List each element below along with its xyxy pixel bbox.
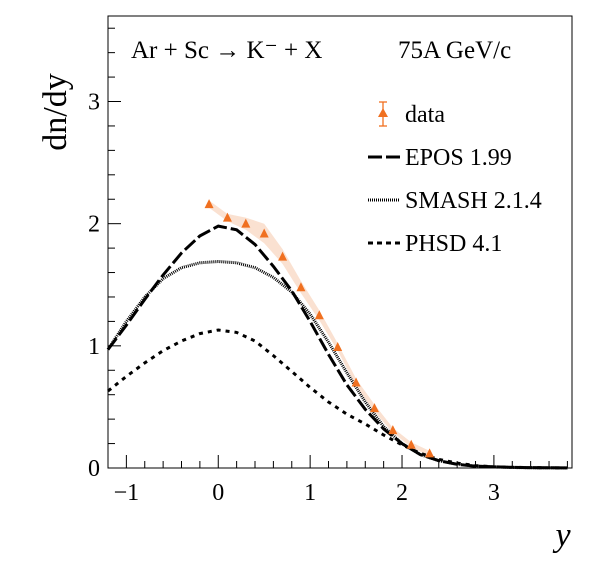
x-tick-label: 1 (304, 480, 316, 506)
series-line-phsd-4-1 (107, 328, 568, 470)
y-axis-label: dn/dy (37, 73, 74, 150)
legend-label-phsd: PHSD 4.1 (405, 231, 502, 257)
data-point (296, 282, 306, 292)
data-point (351, 377, 361, 387)
legend-label-smash: SMASH 2.1.4 (405, 188, 542, 214)
legend-entry-epos: EPOS 1.99 (368, 145, 512, 171)
reaction-title: Ar + Sc → K⁻ + X (131, 37, 322, 64)
y-tick-label: 1 (88, 334, 100, 360)
legend-entry-data: data (378, 101, 445, 128)
data-point (222, 212, 232, 222)
x-tick-label: 3 (488, 480, 500, 506)
data-point (241, 218, 251, 228)
data-point (388, 425, 398, 435)
data-point (406, 439, 416, 449)
legend-label-data: data (405, 102, 445, 128)
series-layer (106, 224, 568, 470)
legend: data EPOS 1.99 SMASH 2.1.4 PHSD 4.1 (368, 101, 542, 257)
legend-data-marker-icon (378, 108, 388, 117)
data-point (314, 310, 324, 320)
x-axis: −1 0 1 2 3 (107, 455, 568, 506)
legend-entry-phsd: PHSD 4.1 (368, 231, 502, 257)
x-tick-label: 0 (212, 480, 224, 506)
y-tick-label: 2 (88, 212, 100, 238)
data-point (333, 342, 343, 352)
data-point (204, 199, 214, 209)
y-axis: 0 1 2 3 (88, 27, 121, 482)
x-tick-label: −1 (114, 480, 140, 506)
y-tick-label: 0 (88, 456, 100, 482)
data-point (425, 448, 435, 458)
x-axis-label: y (552, 517, 571, 554)
data-point (278, 251, 288, 261)
data-markers (204, 199, 435, 458)
legend-label-epos: EPOS 1.99 (405, 145, 512, 171)
legend-entry-smash: SMASH 2.1.4 (368, 188, 542, 214)
plot-frame (107, 15, 573, 469)
series-line-smash-2-1-4 (106, 259, 568, 470)
data-point (369, 403, 379, 413)
y-tick-label: 3 (88, 90, 100, 116)
energy-label: 75A GeV/c (398, 37, 511, 64)
data-point (259, 228, 269, 238)
x-tick-label: 2 (396, 480, 408, 506)
